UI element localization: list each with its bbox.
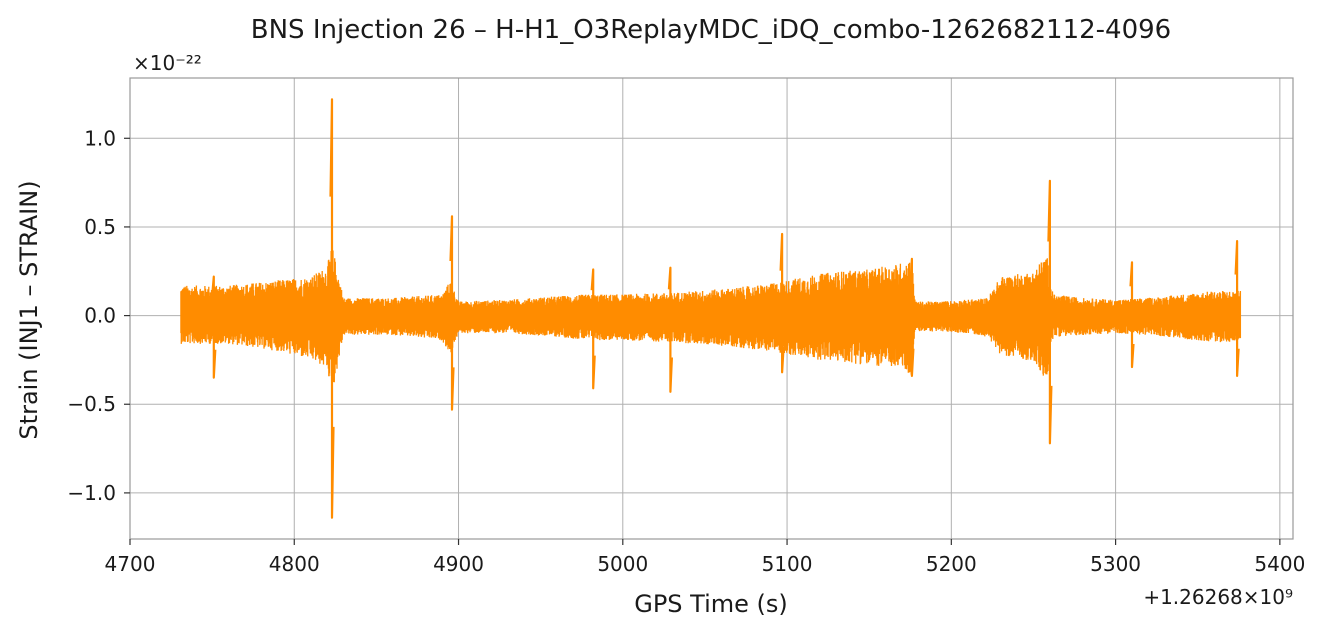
x-tick-label: 5300: [1090, 552, 1141, 576]
glitch-spike: [1047, 179, 1053, 445]
x-tick-labels: 4700 4800 4900 5000 5100 5200 5300 5400: [105, 552, 1306, 576]
glitch-spike: [449, 215, 455, 411]
glitch-spike: [211, 275, 217, 379]
x-tick-label: 5100: [762, 552, 813, 576]
glitch-spike: [1234, 240, 1240, 377]
y-tick-label: −1.0: [67, 481, 116, 505]
x-tick-label: 4800: [269, 552, 320, 576]
y-tick-label: 1.0: [84, 126, 116, 150]
plot-area: [180, 98, 1242, 519]
x-tick-label: 5400: [1254, 552, 1305, 576]
y-scale-multiplier: ×10⁻²²: [133, 51, 202, 75]
glitch-spike: [667, 266, 673, 393]
glitch-spike: [590, 268, 596, 390]
x-tick-label: 5000: [597, 552, 648, 576]
y-tick-labels: −1.0 −0.5 0.0 0.5 1.0: [67, 126, 116, 505]
glitch-spike: [329, 98, 335, 519]
x-tick-label: 4700: [105, 552, 156, 576]
tick-marks: [124, 137, 1281, 545]
y-tick-label: 0.0: [84, 304, 116, 328]
y-axis-label: Strain (INJ1 – STRAIN): [15, 180, 43, 439]
x-axis-label: GPS Time (s): [634, 590, 788, 618]
chart-title: BNS Injection 26 – H-H1_O3ReplayMDC_iDQ_…: [251, 15, 1171, 45]
x-tick-label: 5200: [926, 552, 977, 576]
axes-frame: [129, 77, 1294, 540]
glitch-spike: [909, 257, 915, 377]
y-tick-label: 0.5: [84, 215, 116, 239]
y-tick-label: −0.5: [67, 392, 116, 416]
glitch-spike: [779, 232, 785, 374]
glitch-spike: [1129, 261, 1135, 369]
x-offset-label: +1.26268×10⁹: [1143, 585, 1293, 609]
strain-series-line: [180, 248, 1242, 391]
x-tick-label: 4900: [433, 552, 484, 576]
